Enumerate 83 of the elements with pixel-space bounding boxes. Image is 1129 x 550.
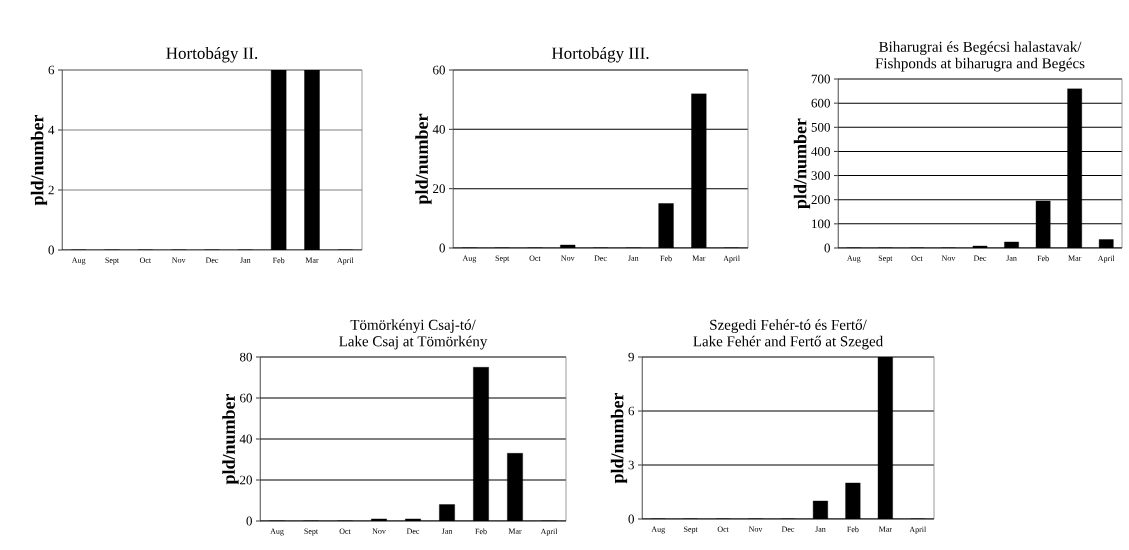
chart-title: Hortobágy II. xyxy=(166,46,258,63)
x-tick-label: Mar xyxy=(878,526,892,532)
y-tick-label: 3 xyxy=(628,460,634,470)
x-tick-label: Nov xyxy=(748,526,763,532)
x-tick-label: Sept xyxy=(105,257,120,265)
x-tick-label: Nov xyxy=(172,257,186,263)
y-tick-label: 60 xyxy=(240,393,252,403)
x-tick-label: Jan xyxy=(441,528,453,534)
x-tick-label: Oct xyxy=(139,257,152,263)
y-tick-label: 20 xyxy=(433,184,445,194)
y-tick-label: 500 xyxy=(811,122,830,132)
y-tick-label: 200 xyxy=(811,195,830,205)
x-tick-label: Jan xyxy=(628,255,639,261)
y-tick-label: 6 xyxy=(628,406,635,416)
x-tick-label: Feb xyxy=(475,528,487,535)
x-tick-label: Aug xyxy=(846,255,861,263)
x-tick-label: Nov xyxy=(561,255,575,261)
x-tick-label: Aug xyxy=(651,526,665,534)
x-tick-label: Oct xyxy=(339,528,351,534)
y-tick-label: 400 xyxy=(811,147,830,156)
y-tick-label: 9 xyxy=(628,352,634,362)
x-tick-label: Nov xyxy=(941,255,956,261)
x-tick-label: Dec xyxy=(594,255,607,261)
x-tick-label: Mar xyxy=(692,255,706,261)
x-tick-label: Feb xyxy=(272,257,285,264)
x-tick-label: Dec xyxy=(406,528,420,534)
x-tick-label: Feb xyxy=(847,526,859,533)
x-tick-label: Jan xyxy=(1006,255,1017,261)
x-tick-label: Sept xyxy=(304,528,319,536)
chart-title: Tömörkényi Csaj-tó/ xyxy=(350,319,476,333)
y-axis-title: pld/number xyxy=(222,393,239,485)
chart-title: Biharugrai és Begécsi halastavak/ xyxy=(879,41,1082,55)
chart-title: Szegedi Fehér-tó és Fertő/ xyxy=(710,319,867,333)
y-tick-label: 80 xyxy=(239,352,252,362)
x-tick-label: Aug xyxy=(71,257,86,265)
y-tick-label: 100 xyxy=(812,219,830,229)
y-tick-label: 4 xyxy=(48,125,55,135)
x-tick-label: Sept xyxy=(495,255,510,263)
x-tick-label: Mar xyxy=(1068,255,1082,261)
x-tick-label: Aug xyxy=(462,255,477,263)
y-tick-label: 40 xyxy=(432,124,445,134)
x-tick-label: Aug xyxy=(270,528,284,536)
y-tick-label: 0 xyxy=(824,243,830,253)
y-axis-title: pld/number xyxy=(610,392,628,484)
x-tick-label: Dec xyxy=(973,255,987,261)
x-tick-label: Mar xyxy=(508,528,522,534)
y-axis-title: pld/number xyxy=(793,118,811,209)
x-tick-label: Feb xyxy=(660,255,672,262)
x-tick-label: Jan xyxy=(815,526,826,532)
x-tick-label: Oct xyxy=(717,526,729,532)
x-tick-label: Dec xyxy=(781,526,795,532)
x-tick-label: Nov xyxy=(372,528,386,534)
chart-title: Hortobágy III. xyxy=(551,46,649,63)
x-tick-label: April xyxy=(723,255,740,263)
y-tick-label: 6 xyxy=(48,65,55,75)
x-tick-label: April xyxy=(1097,255,1115,263)
y-tick-label: 0 xyxy=(628,514,634,524)
x-tick-label: April xyxy=(336,257,354,265)
x-tick-label: Oct xyxy=(529,255,541,261)
y-tick-label: 300 xyxy=(811,171,830,180)
y-tick-label: 60 xyxy=(433,65,445,75)
x-tick-label: Jan xyxy=(240,257,251,263)
x-tick-label: Feb xyxy=(1037,255,1049,262)
y-tick-label: 0 xyxy=(48,245,54,255)
x-tick-label: Sept xyxy=(684,526,698,534)
y-tick-label: 2 xyxy=(48,185,54,195)
x-tick-label: Mar xyxy=(305,257,319,263)
y-tick-label: 600 xyxy=(811,98,830,108)
x-tick-label: April xyxy=(909,526,927,534)
chart-subtitle: Lake Csaj at Tömörkény xyxy=(339,335,488,350)
y-tick-label: 700 xyxy=(811,74,830,84)
chart-subtitle: Lake Fehér and Fertő at Szeged xyxy=(693,335,883,350)
chart-subtitle: Fishponds at biharugra and Begécs xyxy=(875,57,1085,72)
y-tick-label: 20 xyxy=(240,475,252,485)
x-tick-label: April xyxy=(540,528,558,536)
x-tick-label: Oct xyxy=(911,255,923,261)
y-tick-label: 0 xyxy=(246,516,252,526)
x-tick-label: Dec xyxy=(205,257,219,263)
y-axis-title: pld/number xyxy=(415,113,432,205)
x-tick-label: Sept xyxy=(878,255,893,263)
y-tick-label: 0 xyxy=(439,243,445,253)
y-tick-label: 40 xyxy=(239,434,252,444)
y-axis-title: pld/number xyxy=(30,114,48,206)
